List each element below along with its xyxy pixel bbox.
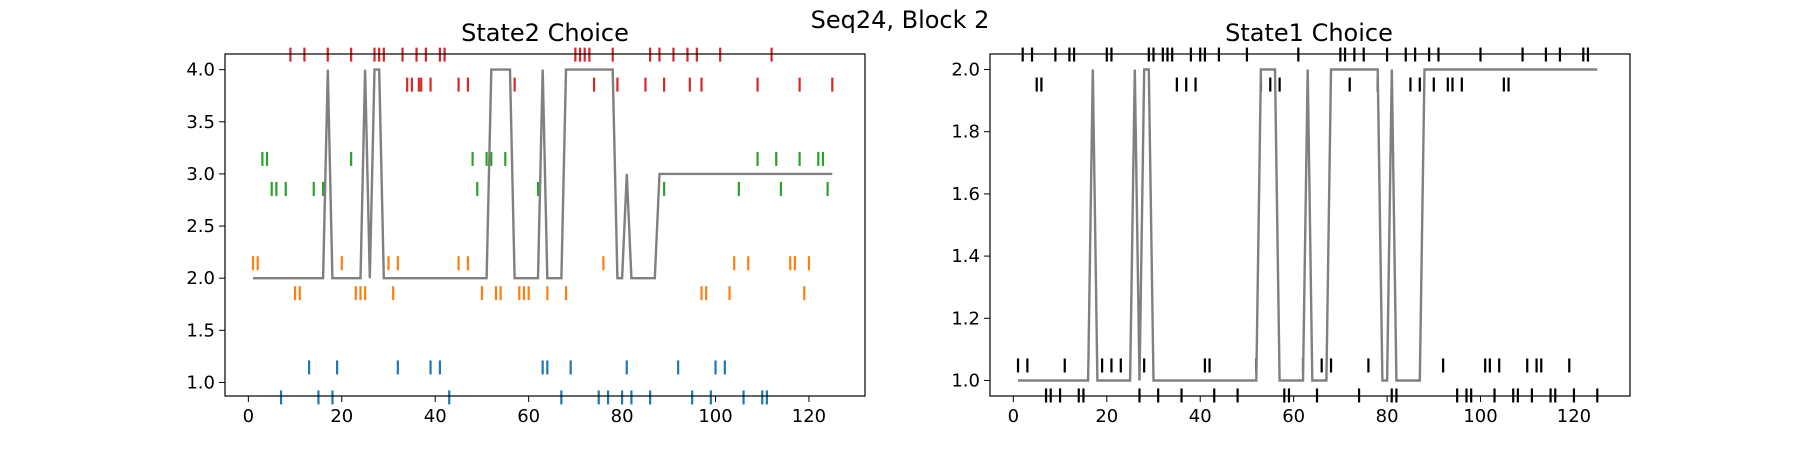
state1-y-tick-label: 1.0 (951, 370, 980, 391)
state1-y-tick-label: 1.4 (951, 246, 980, 267)
figure-suptitle: Seq24, Block 2 (811, 6, 990, 34)
state2-x-tick-label: 60 (517, 406, 540, 427)
state2-y-tick-label: 2.0 (186, 268, 215, 289)
state1-y-tick-label: 1.6 (951, 184, 980, 205)
state1-x-tick-label: 60 (1282, 406, 1305, 427)
state2-y-tick-label: 3.5 (186, 112, 215, 133)
state2-choice-marks (251, 47, 834, 405)
state2-x-tick-label: 40 (424, 406, 447, 427)
state2-y-tick-label: 2.5 (186, 216, 215, 237)
state1-y-tick-label: 1.2 (951, 308, 980, 329)
state2-y-tick-label: 1.0 (186, 372, 215, 393)
state2-y-tick-label: 1.5 (186, 320, 215, 341)
state2-choice-axes-frame (224, 53, 866, 397)
state1-x-tick-label: 0 (1008, 406, 1019, 427)
state1-axis-ticks: 0 20 40 60 80 100 120 1.0 1.2 1.4 1.6 1.8 2.0 (951, 60, 1591, 427)
state2-x-tick-label: 120 (792, 406, 826, 427)
state1-choice-trace (1018, 68, 1598, 382)
state1-y-tick-label: 1.8 (951, 122, 980, 143)
state1-choice-axes-frame (989, 53, 1631, 397)
state2-choice-title: State2 Choice (461, 19, 629, 47)
state1-y-tick-label: 2.0 (951, 60, 980, 81)
state1-x-tick-label: 40 (1189, 406, 1212, 427)
state2-y-tick-label: 3.0 (186, 164, 215, 185)
state2-choice-trace-line (253, 68, 833, 280)
state2-y-tick-label: 4.0 (186, 60, 215, 81)
state1-x-tick-label: 100 (1463, 406, 1497, 427)
state2-x-tick-label: 100 (698, 406, 732, 427)
state2-x-tick-label: 80 (611, 406, 634, 427)
state1-choice-trace-line (1018, 68, 1598, 382)
state1-choice-title: State1 Choice (1225, 19, 1393, 47)
state2-choice-panel: State2 Choice 0 20 40 60 80 100 120 1.0 1.5 2.0 2.… (186, 19, 866, 427)
state1-x-tick-label: 120 (1557, 406, 1591, 427)
state1-x-tick-label: 20 (1095, 406, 1118, 427)
state1-x-tick-label: 80 (1376, 406, 1399, 427)
state2-x-tick-label: 20 (330, 406, 353, 427)
state1-choice-panel: State1 Choice 0 20 40 60 80 100 120 1.0 1.2 1.4 1.… (951, 19, 1631, 427)
state2-axis-ticks: 0 20 40 60 80 100 120 1.0 1.5 2.0 2.5 3.0 3.5 4.0 (186, 60, 826, 427)
state2-x-tick-label: 0 (243, 406, 254, 427)
state2-choice-trace (253, 68, 833, 280)
